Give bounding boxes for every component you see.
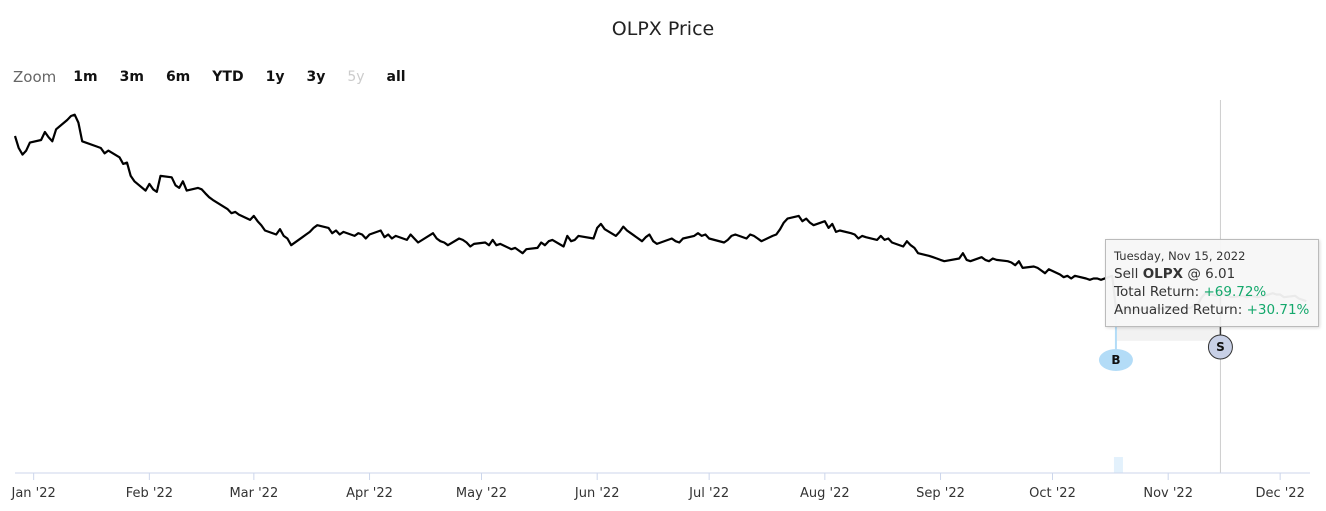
x-tick-label: Jan '22 [11, 486, 56, 501]
tooltip-annualized-return-row: Annualized Return: +30.71% [1114, 301, 1310, 319]
tooltip-annualized-return-label: Annualized Return: [1114, 302, 1243, 318]
tooltip-total-return-label: Total Return: [1114, 284, 1200, 300]
zoom-ytd-button[interactable]: YTD [212, 69, 244, 85]
sell-flag [1207, 334, 1233, 360]
buy-flag-label: B [1111, 353, 1120, 367]
zoom-label: Zoom [13, 68, 57, 86]
x-tick-label: Apr '22 [346, 486, 393, 501]
x-tick-label: Mar '22 [229, 486, 278, 501]
x-tick-label: Dec '22 [1255, 486, 1304, 501]
price-line [13, 113, 1307, 312]
sell-flag-label: S [1216, 340, 1225, 354]
tooltip-total-return-row: Total Return: +69.72% [1114, 283, 1310, 301]
x-axis: Jan '22 Feb '22 Mar '22 Apr '22 May '22 Jun '… [11, 472, 1310, 501]
tooltip-trade-row: Sell OLPX @ 6.01 [1114, 265, 1310, 283]
trade-tooltip: Tuesday, Nov 15, 2022 Sell OLPX @ 6.01 T… [1105, 239, 1319, 327]
zoom-selector: Zoom 1m 3m 6m YTD 1y 3y 5y all [13, 66, 426, 88]
x-tick-label: Nov '22 [1143, 486, 1193, 501]
zoom-6m-button[interactable]: 6m [165, 69, 191, 85]
tooltip-total-return-value: +69.72% [1203, 284, 1267, 300]
x-tick-label: Jun '22 [574, 486, 620, 501]
x-tick-label: Oct '22 [1029, 486, 1076, 501]
buy-flag [1098, 349, 1133, 371]
zoom-3m-button[interactable]: 3m [119, 69, 144, 85]
trade-flags: BS [1098, 291, 1233, 371]
tooltip-ticker: OLPX [1142, 266, 1184, 282]
zoom-all-button[interactable]: all [386, 69, 406, 85]
zoom-1m-button[interactable]: 1m [73, 69, 98, 85]
x-tick-label: Jul '22 [688, 486, 729, 501]
x-tick-label: Feb '22 [126, 486, 173, 501]
x-tick-label: May '22 [456, 486, 507, 501]
zoom-5y-button: 5y [347, 69, 365, 85]
x-tick-label: Aug '22 [800, 486, 850, 501]
tooltip-date: Tuesday, Nov 15, 2022 [1114, 249, 1246, 263]
tooltip-price: @ 6.01 [1187, 266, 1236, 282]
x-tick-label: Sep '22 [916, 486, 965, 501]
zoom-1y-button[interactable]: 1y [265, 69, 285, 85]
zoom-3y-button[interactable]: 3y [306, 69, 326, 85]
tooltip-annualized-return-value: +30.71% [1246, 302, 1310, 318]
volume-bar [1113, 457, 1123, 473]
chart-title: OLPX Price [611, 18, 715, 40]
tooltip-action: Sell [1114, 266, 1139, 282]
